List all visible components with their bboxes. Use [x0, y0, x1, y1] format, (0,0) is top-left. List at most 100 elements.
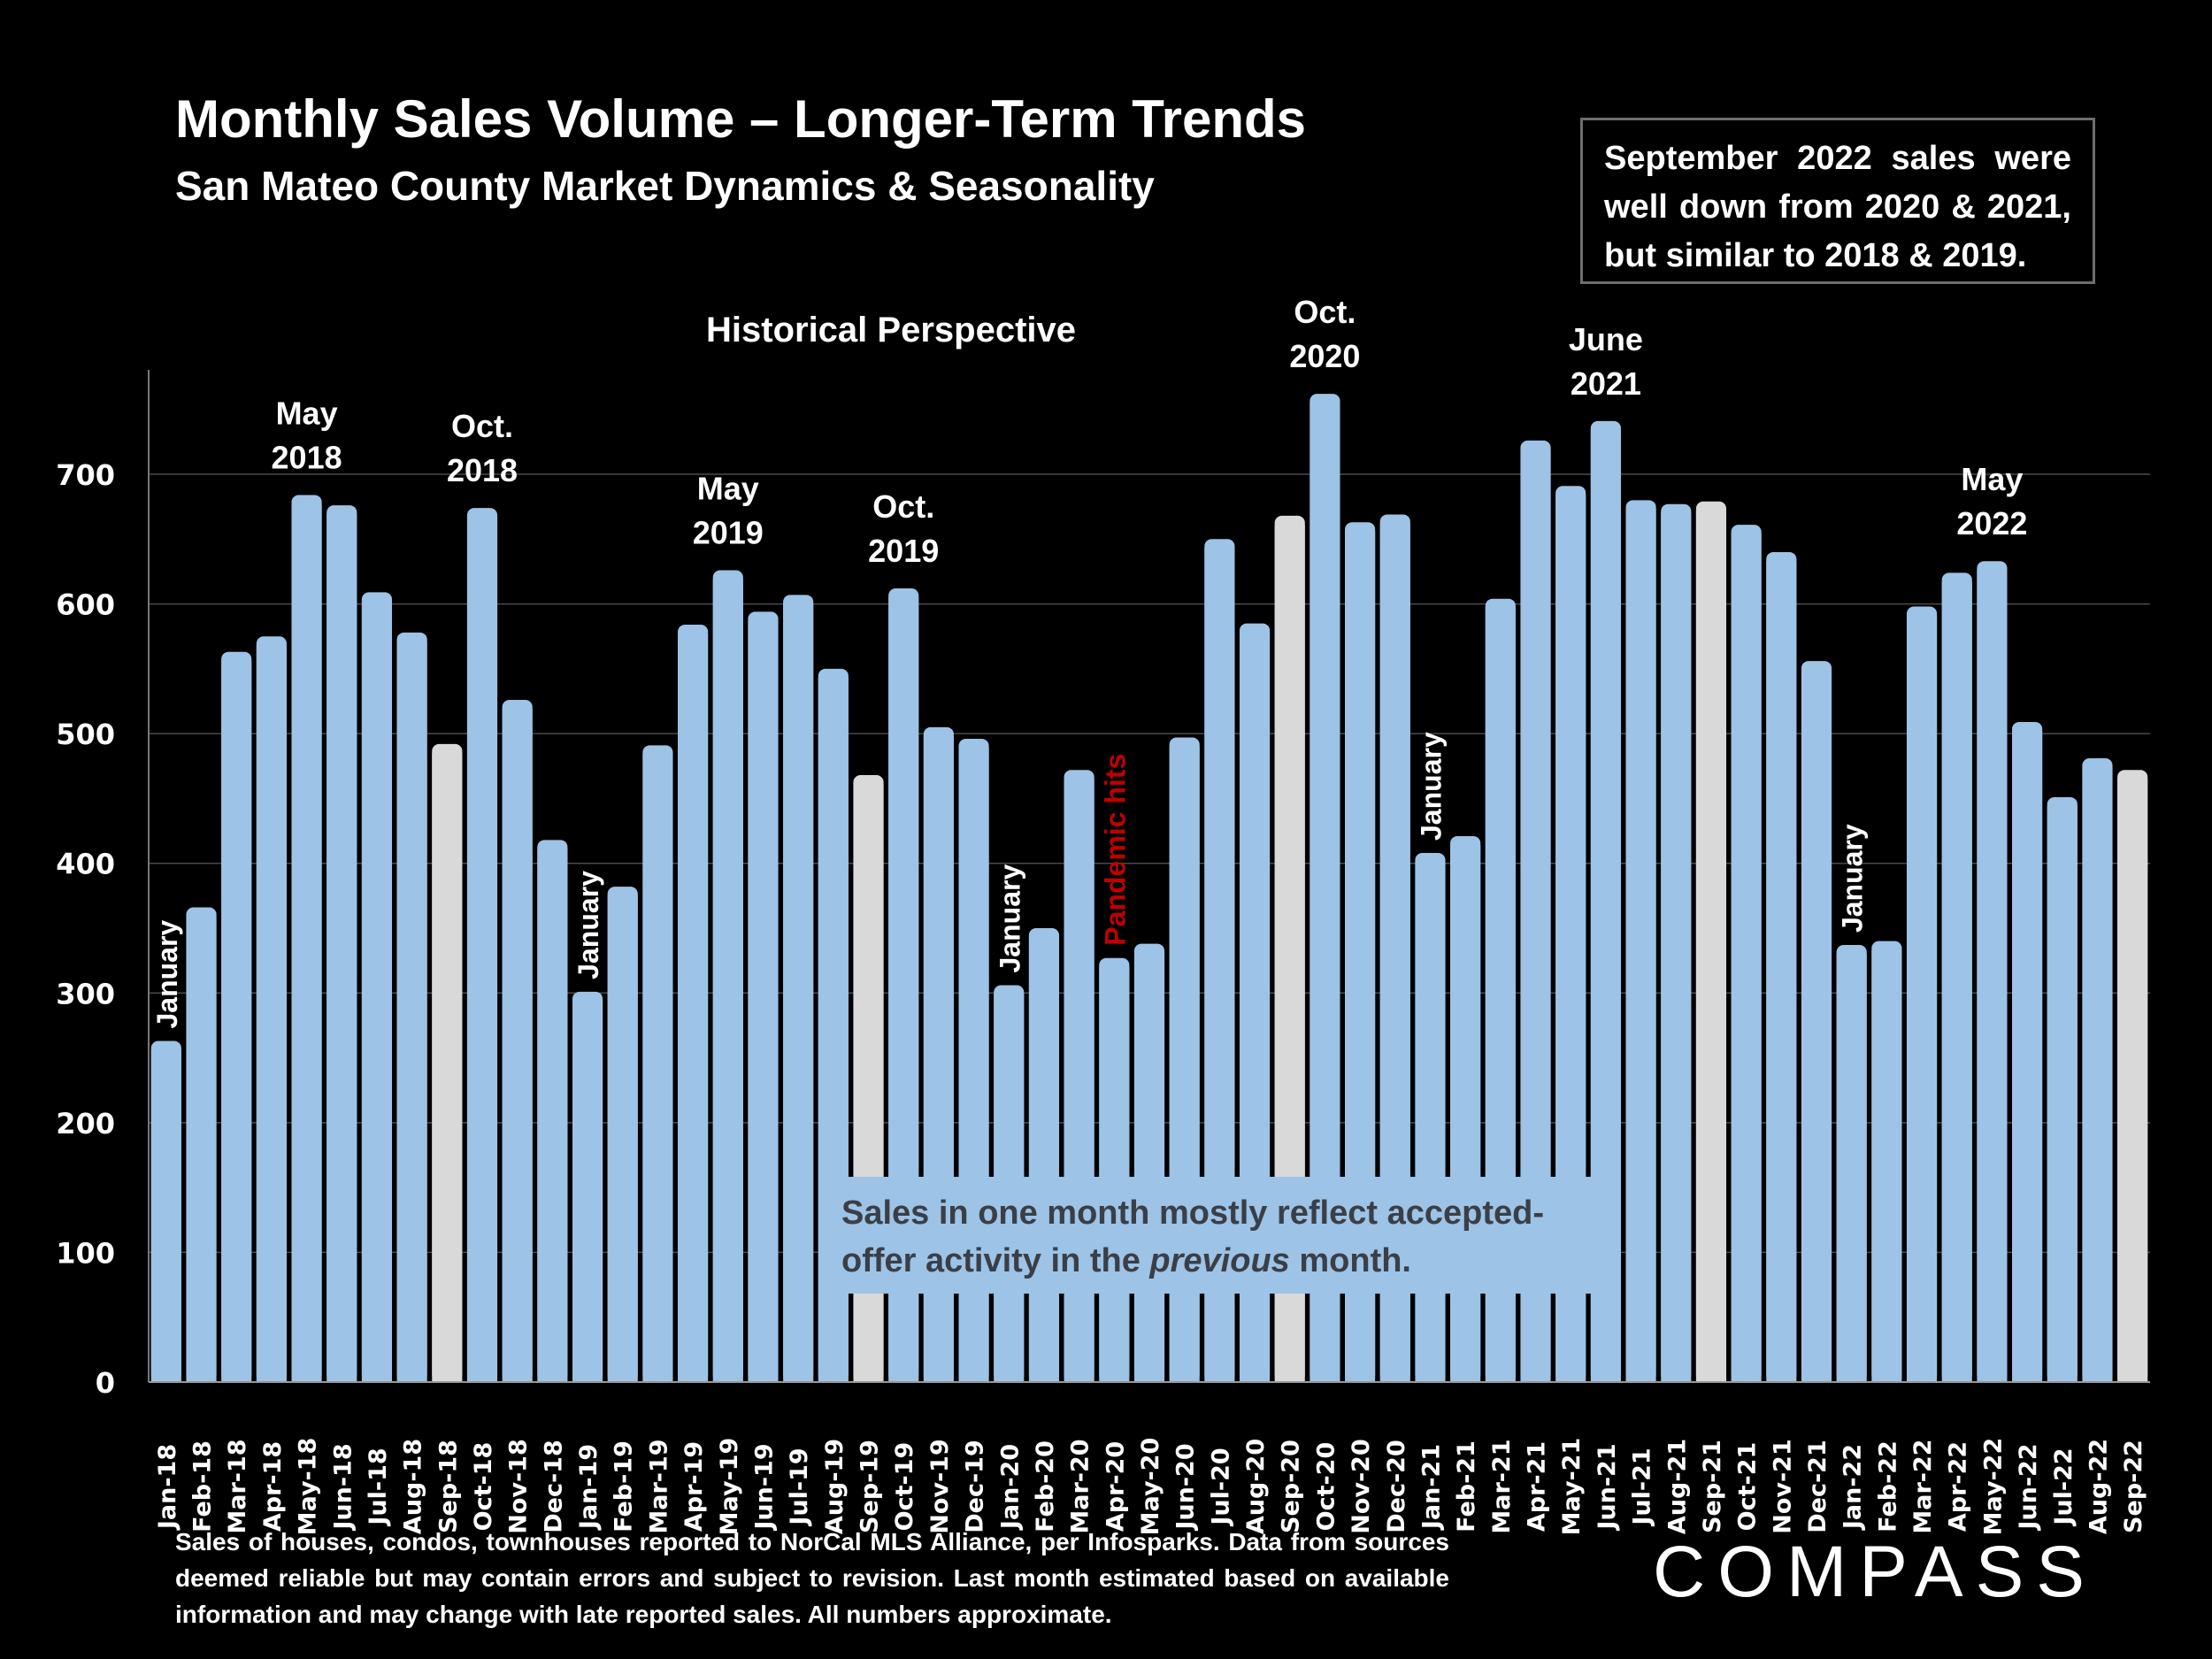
bar-body-feb-20 [1028, 937, 1060, 1382]
x-tick-label: Jul-22 [2050, 1448, 2078, 1526]
y-tick-label: 0 [96, 1366, 115, 1400]
x-tick-label: May-19 [716, 1438, 743, 1536]
x-tick-label: Dec-18 [540, 1440, 567, 1533]
page-title: Monthly Sales Volume – Longer-Term Trend… [175, 89, 1307, 149]
bar-body-may-18 [291, 503, 322, 1382]
bar-body-feb-22 [1871, 949, 1902, 1382]
annotation-label: 2020 [1289, 338, 1360, 374]
january-label: January [572, 871, 604, 979]
bar-body-aug-21 [1661, 512, 1692, 1382]
y-tick-label: 600 [56, 588, 115, 622]
x-tick-label: Jul-19 [786, 1448, 813, 1526]
x-tick-label: Mar-20 [1067, 1439, 1094, 1533]
x-tick-label: Jun-18 [329, 1443, 357, 1531]
bar-body-jul-19 [783, 603, 814, 1382]
bar-body-aug-22 [2082, 766, 2113, 1382]
x-tick-label: Dec-21 [1804, 1440, 1832, 1533]
x-tick-label: Jan-19 [575, 1444, 603, 1531]
page-subtitle: San Mateo County Market Dynamics & Seaso… [175, 163, 1155, 209]
bar-body-apr-19 [678, 634, 709, 1382]
bar-body-jul-18 [361, 601, 393, 1382]
x-tick-label: Apr-18 [259, 1441, 287, 1532]
annotation-label: Oct. [451, 408, 513, 444]
bar-body-jun-18 [326, 514, 357, 1382]
x-tick-label: Aug-19 [821, 1439, 849, 1534]
bar-body-feb-19 [607, 895, 638, 1382]
annotation-label: 2021 [1571, 365, 1641, 402]
x-tick-label: Nov-18 [505, 1439, 533, 1534]
x-tick-label: Sep-19 [856, 1440, 884, 1533]
x-tick-label: Sep-18 [434, 1440, 462, 1533]
bar-body-jul-21 [1625, 509, 1656, 1382]
bar-body-sep-18 [432, 752, 463, 1382]
bar-body-may-22 [1977, 570, 2008, 1382]
bar-body-apr-22 [1941, 581, 1972, 1382]
x-tick-label: Apr-22 [1945, 1441, 1972, 1532]
x-tick-label: Oct-20 [1312, 1442, 1340, 1532]
annotation-label: 2018 [272, 439, 342, 475]
x-tick-label: Oct-18 [470, 1442, 497, 1532]
bar-body-jan-22 [1836, 954, 1867, 1382]
x-tick-label: May-22 [1979, 1438, 2007, 1536]
bar-body-mar-19 [642, 754, 673, 1382]
annotation-label: May [697, 470, 759, 506]
bar-body-apr-18 [256, 645, 287, 1382]
bar-body-sep-22 [2117, 779, 2148, 1382]
chart-title: Historical Perspective [706, 311, 1076, 349]
x-tick-label: Mar-21 [1488, 1439, 1516, 1533]
y-tick-label: 700 [56, 458, 115, 492]
bar-body-jan-21 [1415, 861, 1446, 1382]
pandemic-label: Pandemic hits [1099, 754, 1131, 946]
x-tick-label: Sep-22 [2120, 1440, 2147, 1533]
x-tick-label: Nov-19 [926, 1439, 954, 1534]
callout-box: September 2022 sales were well down from… [1580, 118, 2095, 284]
x-tick-label: May-18 [295, 1438, 322, 1536]
footnote: Sales of houses, condos, townhouses repo… [175, 1528, 1449, 1628]
x-tick-label: Aug-20 [1242, 1439, 1270, 1534]
x-tick-label: Sep-21 [1699, 1440, 1726, 1533]
bar-body-oct-21 [1731, 534, 1762, 1382]
x-tick-label: Jul-18 [365, 1448, 392, 1526]
bar-body-nov-18 [502, 709, 533, 1382]
note-box: Sales in one month mostly reflect accept… [827, 1177, 1606, 1294]
annotation-label: 2019 [868, 533, 939, 569]
note-italic: previous [1149, 1242, 1290, 1279]
x-tick-label: Oct-21 [1734, 1442, 1762, 1532]
bar-body-feb-18 [186, 916, 217, 1382]
bar-body-oct-18 [466, 517, 498, 1382]
x-tick-label: Aug-22 [2085, 1439, 2112, 1534]
bar-body-nov-21 [1766, 560, 1797, 1382]
annotation-label: 2022 [1956, 505, 2027, 541]
annotation-label: May [1961, 461, 2023, 497]
bar-body-may-20 [1133, 952, 1165, 1382]
january-label: January [994, 864, 1025, 973]
annotation-label: Oct. [872, 488, 934, 525]
bar-body-may-19 [712, 579, 743, 1382]
x-tick-label: Jul-20 [1207, 1448, 1234, 1526]
bar-body-jul-22 [2047, 805, 2078, 1382]
x-tick-label: Jun-21 [1594, 1443, 1621, 1531]
x-tick-label: Mar-22 [1909, 1439, 1937, 1533]
x-tick-label: Apr-21 [1524, 1441, 1551, 1532]
x-tick-label: Jun-22 [2015, 1443, 2042, 1531]
x-tick-label: May-20 [1137, 1438, 1164, 1536]
bar-body-mar-18 [221, 660, 252, 1382]
annotation-label: June [1569, 321, 1643, 357]
x-tick-label: Feb-20 [1032, 1440, 1059, 1532]
y-tick-label: 400 [56, 848, 115, 881]
bar-body-jun-19 [748, 620, 779, 1382]
x-tick-label: Oct-19 [891, 1442, 918, 1532]
x-tick-label: Jan-21 [1417, 1444, 1445, 1531]
x-tick-label: Jan-22 [1839, 1444, 1867, 1531]
x-tick-label: Feb-22 [1874, 1440, 1901, 1532]
bar-body-dec-18 [537, 849, 568, 1382]
bar-body-aug-18 [396, 641, 427, 1382]
bar-body-sep-21 [1695, 510, 1727, 1382]
note-text-2: month. [1289, 1242, 1411, 1279]
january-label: January [1837, 824, 1869, 933]
x-tick-label: Jan-20 [996, 1444, 1024, 1531]
annotation-label: 2018 [447, 452, 518, 488]
x-tick-label: Feb-18 [189, 1440, 217, 1532]
x-tick-label: Nov-20 [1348, 1439, 1375, 1534]
